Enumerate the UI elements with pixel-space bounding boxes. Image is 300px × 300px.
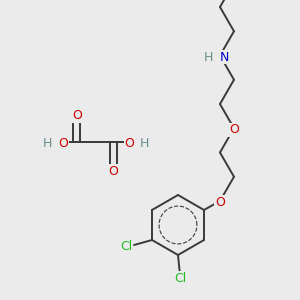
Text: H: H [43, 137, 52, 150]
Text: N: N [220, 50, 230, 64]
Text: Cl: Cl [120, 240, 132, 253]
Text: Cl: Cl [174, 272, 186, 285]
Text: O: O [215, 196, 225, 209]
Text: O: O [124, 137, 134, 150]
Text: O: O [108, 165, 118, 178]
Text: H: H [204, 50, 213, 64]
Text: O: O [72, 109, 82, 122]
Text: O: O [229, 123, 239, 136]
Text: O: O [58, 137, 68, 150]
Text: H: H [140, 137, 149, 150]
